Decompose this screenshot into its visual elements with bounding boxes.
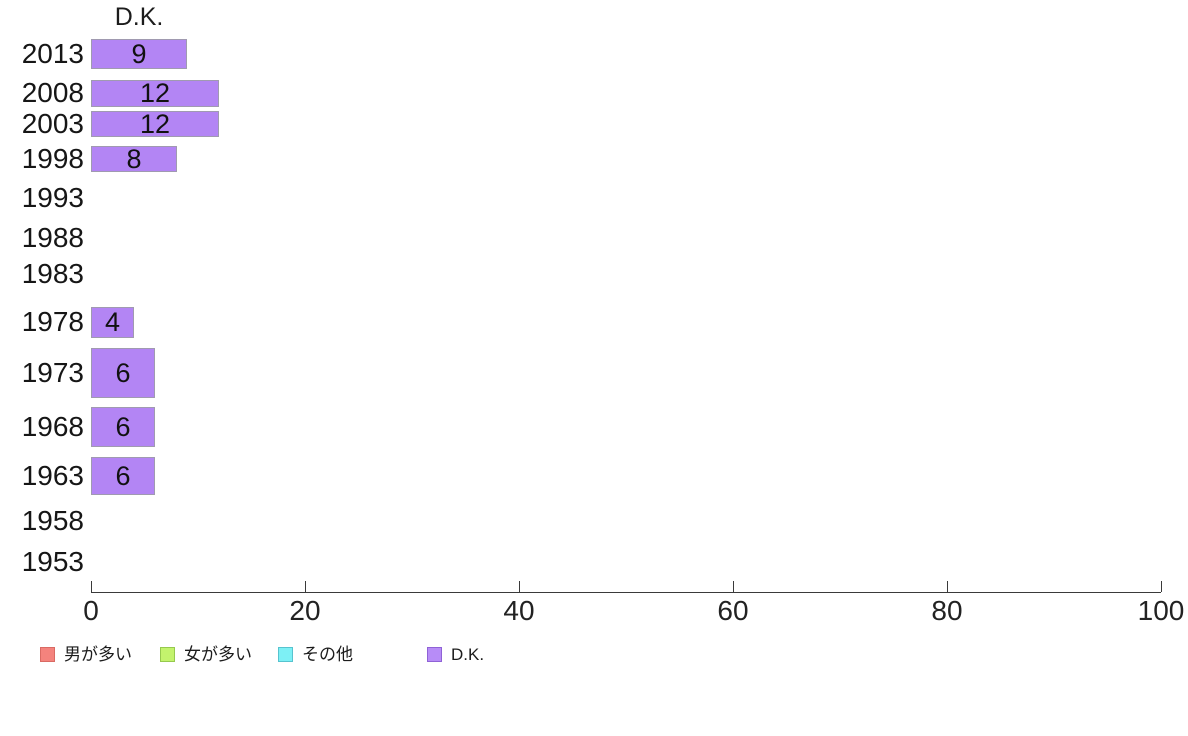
y-tick-label: 1953 [21, 546, 84, 577]
y-tick-label: 1963 [21, 460, 84, 491]
y-tick-label: 1958 [21, 505, 84, 536]
legend-item-3: その他 [278, 646, 353, 663]
y-tick-label: 1973 [21, 357, 84, 388]
y-tick-label: 1968 [21, 411, 84, 442]
x-tick [305, 581, 306, 592]
legend-swatch-icon [427, 647, 442, 662]
x-tick-label: 40 [503, 595, 535, 626]
bar: 4 [91, 306, 134, 338]
x-tick-label: 0 [83, 595, 99, 626]
y-tick-label: 2003 [21, 108, 84, 139]
legend-item-label: その他 [302, 645, 353, 664]
legend-item-label: 男が多い [64, 645, 132, 664]
legend-item-label: D.K. [451, 645, 485, 664]
bar-value-label: 9 [131, 38, 147, 69]
x-tick [519, 581, 520, 592]
bar-value-label: 12 [139, 108, 171, 139]
x-tick [947, 581, 948, 592]
bar: 6 [91, 407, 155, 447]
x-tick-label: 100 [1137, 595, 1185, 626]
x-tick-label: 20 [289, 595, 321, 626]
x-tick [733, 581, 734, 592]
y-tick-label: 2013 [21, 38, 84, 69]
x-tick [91, 581, 92, 592]
chart-title: D.K. [114, 3, 164, 31]
y-tick-label: 1998 [21, 143, 84, 174]
x-tick [1161, 581, 1162, 592]
y-tick-label: 1983 [21, 258, 84, 289]
bar-value-label: 12 [139, 77, 171, 108]
legend-item-label: 女が多い [184, 645, 252, 664]
x-tick-label: 80 [931, 595, 963, 626]
legend-item-2: 女が多い [160, 646, 252, 663]
bar: 8 [91, 143, 177, 174]
y-tick-label: 2008 [21, 77, 84, 108]
legend-swatch-icon [278, 647, 293, 662]
legend-item-1: 男が多い [40, 646, 132, 663]
x-axis-line [91, 592, 1161, 593]
bar: 6 [91, 457, 155, 495]
bar-value-label: 6 [115, 411, 131, 442]
bar-value-label: 4 [104, 306, 121, 337]
x-tick-label: 60 [717, 595, 749, 626]
y-tick-label: 1988 [21, 222, 84, 253]
bar-value-label: 8 [126, 143, 142, 174]
bar: 12 [91, 108, 219, 139]
y-tick-label: 1978 [21, 306, 84, 337]
bar-value-label: 6 [115, 460, 131, 491]
y-tick-label: 1993 [21, 182, 84, 213]
bar: 6 [91, 348, 155, 398]
bar-value-label: 6 [115, 357, 131, 388]
legend-item-4: D.K. [427, 646, 484, 663]
legend-swatch-icon [40, 647, 55, 662]
legend-swatch-icon [160, 647, 175, 662]
bar: 9 [91, 39, 187, 69]
bar: 12 [91, 77, 219, 108]
